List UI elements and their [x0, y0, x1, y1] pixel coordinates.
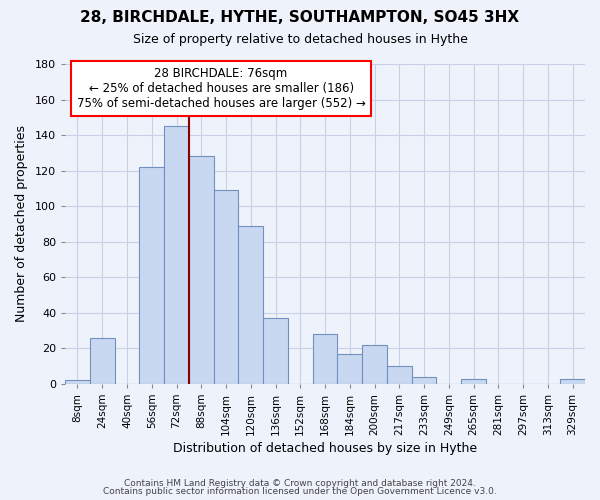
Text: Contains HM Land Registry data © Crown copyright and database right 2024.: Contains HM Land Registry data © Crown c… [124, 478, 476, 488]
Bar [263, 318, 288, 384]
Y-axis label: Number of detached properties: Number of detached properties [15, 126, 28, 322]
Text: Size of property relative to detached houses in Hythe: Size of property relative to detached ho… [133, 32, 467, 46]
Bar [560, 378, 585, 384]
Bar [90, 338, 115, 384]
Text: 28 BIRCHDALE: 76sqm
← 25% of detached houses are smaller (186)
75% of semi-detac: 28 BIRCHDALE: 76sqm ← 25% of detached ho… [77, 67, 365, 110]
Bar [65, 380, 90, 384]
Text: Contains public sector information licensed under the Open Government Licence v3: Contains public sector information licen… [103, 487, 497, 496]
Bar [238, 226, 263, 384]
Bar [139, 167, 164, 384]
Bar [362, 345, 387, 384]
Bar [461, 378, 486, 384]
Bar [214, 190, 238, 384]
Bar [412, 377, 436, 384]
Bar [164, 126, 189, 384]
Bar [313, 334, 337, 384]
Bar [337, 354, 362, 384]
X-axis label: Distribution of detached houses by size in Hythe: Distribution of detached houses by size … [173, 442, 477, 455]
Bar [387, 366, 412, 384]
Text: 28, BIRCHDALE, HYTHE, SOUTHAMPTON, SO45 3HX: 28, BIRCHDALE, HYTHE, SOUTHAMPTON, SO45 … [80, 10, 520, 25]
Bar [189, 156, 214, 384]
